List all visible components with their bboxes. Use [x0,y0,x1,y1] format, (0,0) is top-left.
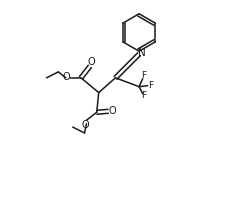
Text: O: O [63,72,70,82]
Text: F: F [142,91,146,100]
Text: O: O [109,106,116,116]
Text: F: F [148,81,153,90]
Text: O: O [82,120,90,129]
Text: F: F [142,71,146,80]
Text: N: N [138,48,146,58]
Text: O: O [88,57,95,67]
